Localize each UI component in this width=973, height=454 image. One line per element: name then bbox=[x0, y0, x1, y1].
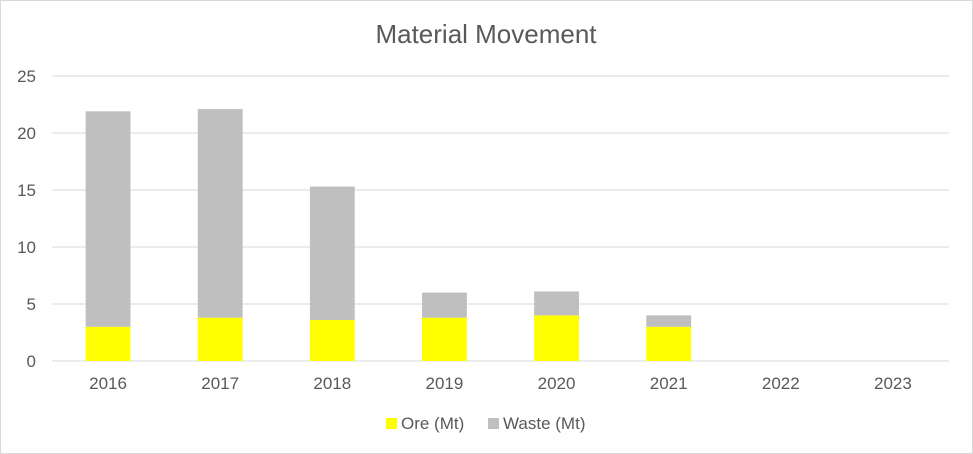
y-axis-ticks: 0 5 10 15 20 25 bbox=[17, 67, 36, 371]
bars bbox=[85, 109, 692, 361]
x-tick-label: 2022 bbox=[762, 374, 800, 393]
bar-ore-2021 bbox=[646, 326, 692, 361]
x-tick-label: 2019 bbox=[426, 374, 464, 393]
x-tick-label: 2021 bbox=[650, 374, 688, 393]
chart-title: Material Movement bbox=[375, 19, 597, 49]
bar-waste-2020 bbox=[534, 291, 579, 316]
x-tick-label: 2023 bbox=[874, 374, 912, 393]
legend-label-waste: Waste (Mt) bbox=[503, 414, 585, 433]
bar-waste-2018 bbox=[309, 186, 355, 320]
bar-waste-2021 bbox=[646, 315, 692, 327]
y-tick-label: 20 bbox=[17, 124, 36, 143]
gridlines bbox=[52, 75, 949, 362]
bar-waste-2017 bbox=[197, 109, 243, 318]
legend: Ore (Mt) Waste (Mt) bbox=[386, 414, 585, 433]
bar-waste-2016 bbox=[85, 111, 131, 327]
bar-ore-2017 bbox=[197, 317, 243, 361]
x-tick-label: 2018 bbox=[313, 374, 351, 393]
x-tick-label: 2017 bbox=[201, 374, 239, 393]
x-axis-ticks: 2016 2017 2018 2019 2020 2021 2022 2023 bbox=[89, 374, 912, 393]
x-tick-label: 2020 bbox=[538, 374, 576, 393]
legend-swatch-ore bbox=[386, 418, 397, 429]
y-tick-label: 15 bbox=[17, 181, 36, 200]
bar-ore-2019 bbox=[422, 317, 467, 361]
x-tick-label: 2016 bbox=[89, 374, 127, 393]
y-tick-label: 5 bbox=[27, 295, 36, 314]
bar-ore-2020 bbox=[534, 315, 579, 361]
bar-waste-2019 bbox=[422, 292, 467, 318]
y-tick-label: 0 bbox=[27, 352, 36, 371]
y-tick-label: 10 bbox=[17, 238, 36, 257]
bar-ore-2018 bbox=[309, 319, 355, 361]
legend-label-ore: Ore (Mt) bbox=[401, 414, 464, 433]
y-tick-label: 25 bbox=[17, 67, 36, 86]
legend-swatch-waste bbox=[488, 418, 499, 429]
bar-ore-2016 bbox=[85, 326, 131, 361]
